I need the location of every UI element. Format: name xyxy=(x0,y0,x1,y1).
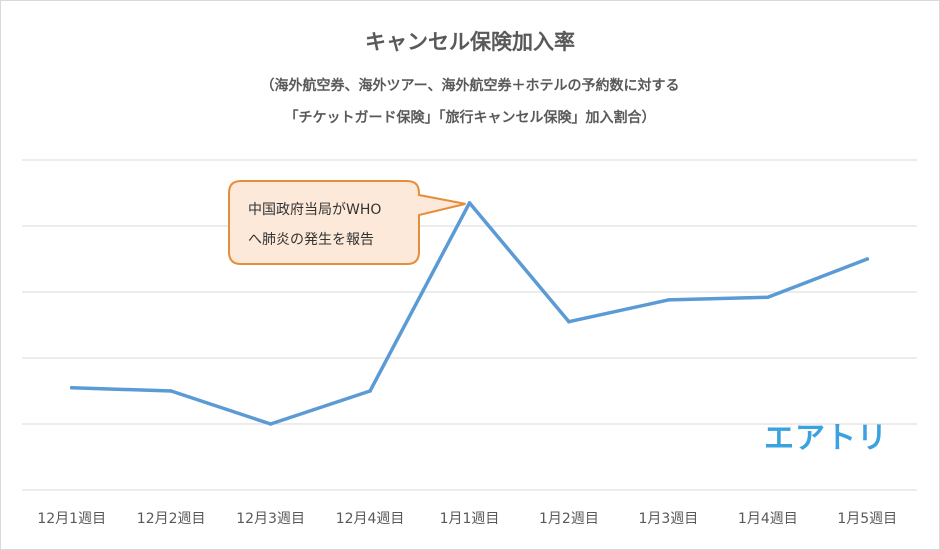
data-point xyxy=(467,201,472,205)
annotation-line-1: 中国政府当局がWHO xyxy=(248,202,381,218)
data-point xyxy=(567,319,571,324)
airtrip-logo: エアトリ xyxy=(764,421,888,456)
chart-title: キャンセル保険加入率 xyxy=(365,30,575,54)
data-point xyxy=(169,389,173,393)
annotation-callout-shape xyxy=(228,180,466,265)
data-point xyxy=(766,295,770,300)
annotation-line-2: へ肺炎の発生を報告 xyxy=(248,232,374,248)
data-point xyxy=(69,385,74,390)
data-point xyxy=(666,298,671,302)
data-point xyxy=(865,257,870,261)
x-tick-label: 1月1週目 xyxy=(440,511,500,527)
annotation-callout: 中国政府当局がWHO へ肺炎の発生を報告 xyxy=(228,180,466,265)
annotation-callout-text: 中国政府当局がWHO へ肺炎の発生を報告 xyxy=(248,202,386,248)
x-tick-label: 12月1週目 xyxy=(37,511,106,527)
x-tick-label: 12月3週目 xyxy=(236,511,305,527)
x-tick-label: 12月2週目 xyxy=(137,511,206,527)
x-tick-label: 1月5週目 xyxy=(837,511,897,527)
data-point xyxy=(368,389,372,393)
x-axis-ticks: 12月1週目 12月2週目 12月3週目 12月4週目 1月1週目 1月2週目 1月3週目 1… xyxy=(37,511,897,527)
x-tick-label: 1月4週目 xyxy=(738,511,798,527)
x-tick-label: 1月2週目 xyxy=(539,511,599,527)
x-tick-label: 12月4週目 xyxy=(336,511,405,527)
gridlines xyxy=(22,159,917,491)
data-point xyxy=(268,422,273,426)
series-line xyxy=(69,201,870,426)
x-tick-label: 1月3週目 xyxy=(638,511,698,527)
series-layer xyxy=(69,201,870,426)
chart-subtitle-line-1: （海外航空券、海外ツアー、海外航空券＋ホテルの予約数に対する xyxy=(260,78,680,94)
chart-subtitle-line-2: 「チケットガード保険」「旅行キャンセル保険」加入割合） xyxy=(284,110,656,126)
